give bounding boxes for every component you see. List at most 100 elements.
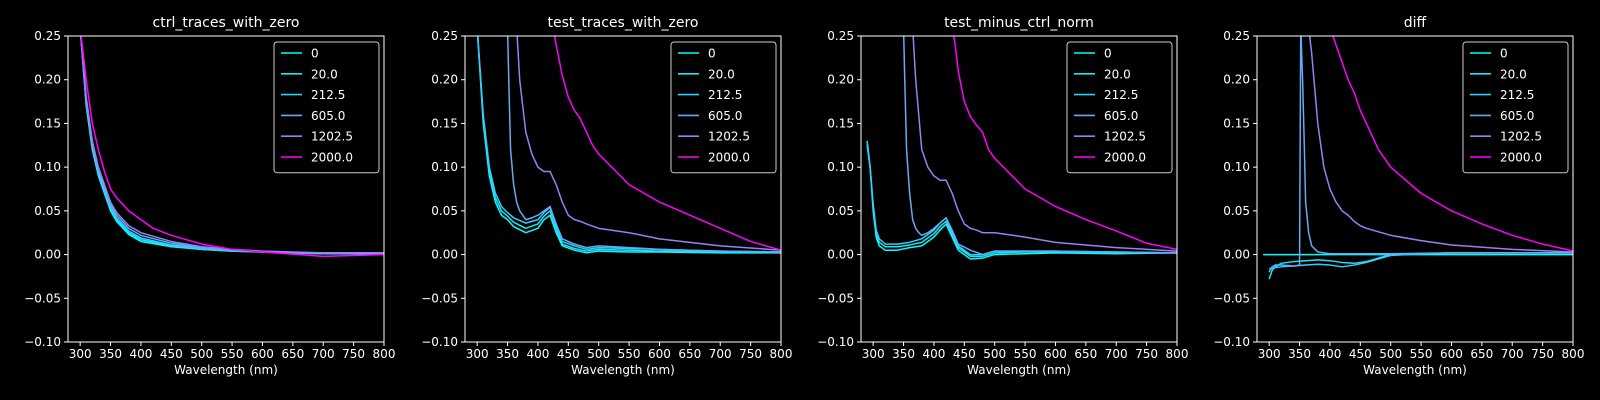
y-tick-label: 0.25 — [431, 29, 458, 43]
y-tick-label: 0.25 — [34, 29, 61, 43]
series-line-6 — [1332, 36, 1573, 252]
legend-label: 0 — [311, 47, 319, 61]
x-tick-label: 750 — [1531, 347, 1554, 361]
chart-title: test_traces_with_zero — [548, 15, 699, 31]
y-tick-label: 0.05 — [1223, 204, 1250, 218]
x-tick-label: 300 — [466, 347, 489, 361]
legend-label: 2000.0 — [708, 151, 750, 165]
series-line-5 — [912, 36, 1177, 252]
x-tick-label: 550 — [618, 347, 641, 361]
chart-frame — [1256, 35, 1574, 343]
x-tick-label: 300 — [69, 347, 92, 361]
legend: 0 20.0 212.5 605.0 1202.5 2000.0 — [273, 41, 380, 174]
x-tick-label: 500 — [983, 347, 1006, 361]
series-line-3 — [477, 36, 781, 253]
chart-frame — [860, 35, 1178, 343]
x-tick-label: 600 — [1044, 347, 1067, 361]
legend-label: 605.0 — [708, 109, 742, 123]
chart-panel-1: ctrl_traces_with_zero 300 350 400 450 500 550 6… — [24, 15, 395, 377]
y-tick-label: 0.00 — [34, 248, 61, 262]
chart-title: diff — [1404, 15, 1427, 31]
x-tick-label: 700 — [1105, 347, 1128, 361]
y-tick-label: 0.20 — [34, 73, 61, 87]
y-tick-label: −0.05 — [1213, 291, 1250, 305]
x-tick-label: 450 — [1349, 347, 1372, 361]
x-tick-label: 800 — [1562, 347, 1585, 361]
legend-box — [1462, 41, 1569, 174]
legend-label: 20.0 — [1104, 67, 1131, 81]
series-line-6 — [553, 36, 781, 251]
chart-frame — [67, 35, 385, 343]
x-axis-label: Wavelength (nm) — [174, 363, 278, 377]
legend-label: 20.0 — [311, 67, 338, 81]
x-axis-label: Wavelength (nm) — [571, 363, 675, 377]
x-tick-label: 650 — [1074, 347, 1097, 361]
legend-label: 2000.0 — [311, 151, 353, 165]
legend-label: 1202.5 — [1500, 130, 1542, 144]
y-tick-label: −0.10 — [421, 335, 458, 349]
x-axis-label: Wavelength (nm) — [1363, 363, 1467, 377]
legend-label: 605.0 — [1104, 109, 1138, 123]
x-tick-label: 700 — [312, 347, 335, 361]
legend-label: 2000.0 — [1104, 151, 1146, 165]
chart-panel-4: diff 300 350 400 450 500 550 600 650 700 750 800 0.2… — [1213, 15, 1584, 377]
y-tick-label: 0.20 — [1223, 73, 1250, 87]
legend-label: 1202.5 — [311, 130, 353, 144]
legend-label: 0 — [1500, 47, 1508, 61]
legend-label: 0 — [1104, 47, 1112, 61]
y-tick-label: −0.10 — [24, 335, 61, 349]
x-tick-label: 800 — [373, 347, 396, 361]
y-tick-label: 0.00 — [431, 248, 458, 262]
series-line-6 — [952, 36, 1177, 251]
y-tick-label: 0.10 — [1223, 160, 1250, 174]
x-tick-label: 700 — [709, 347, 732, 361]
legend-label: 212.5 — [708, 88, 742, 102]
chart-series-group — [866, 36, 1177, 260]
y-tick-label: −0.05 — [24, 291, 61, 305]
x-tick-label: 350 — [99, 347, 122, 361]
y-tick-label: 0.20 — [827, 73, 854, 87]
x-tick-label: 450 — [160, 347, 183, 361]
y-tick-label: −0.05 — [421, 291, 458, 305]
x-tick-label: 550 — [221, 347, 244, 361]
y-tick-label: 0.15 — [827, 116, 854, 130]
x-tick-label: 750 — [739, 347, 762, 361]
series-line-4 — [902, 36, 1177, 256]
y-tick-label: 0.15 — [431, 116, 458, 130]
x-tick-label: 400 — [129, 347, 152, 361]
x-tick-label: 500 — [587, 347, 610, 361]
y-tick-label: 0.15 — [34, 116, 61, 130]
x-tick-label: 600 — [1440, 347, 1463, 361]
x-tick-label: 400 — [526, 347, 549, 361]
legend-box — [670, 41, 777, 174]
x-tick-label: 550 — [1410, 347, 1433, 361]
x-axis-label: Wavelength (nm) — [967, 363, 1071, 377]
x-tick-label: 400 — [1318, 347, 1341, 361]
legend-label: 212.5 — [1500, 88, 1534, 102]
x-tick-label: 700 — [1501, 347, 1524, 361]
chart-panel-3: test_minus_ctrl_norm 300 350 400 450 500 550 60… — [817, 15, 1188, 377]
x-tick-label: 800 — [770, 347, 793, 361]
series-line-5 — [1308, 36, 1573, 253]
y-tick-label: 0.15 — [1223, 116, 1250, 130]
legend-label: 212.5 — [311, 88, 345, 102]
legend-label: 20.0 — [708, 67, 735, 81]
legend-label: 1202.5 — [708, 130, 750, 144]
y-tick-label: 0.05 — [827, 204, 854, 218]
x-tick-label: 450 — [953, 347, 976, 361]
series-line-2 — [476, 36, 781, 254]
x-tick-label: 750 — [342, 347, 365, 361]
x-tick-label: 500 — [1379, 347, 1402, 361]
y-tick-label: 0.10 — [827, 160, 854, 174]
x-tick-label: 500 — [190, 347, 213, 361]
y-tick-label: 0.25 — [1223, 29, 1250, 43]
y-tick-label: 0.05 — [431, 204, 458, 218]
series-line-4 — [1269, 36, 1573, 270]
x-tick-label: 550 — [1014, 347, 1037, 361]
y-tick-label: 0.05 — [34, 204, 61, 218]
y-tick-label: −0.10 — [1213, 335, 1250, 349]
series-line-4 — [506, 36, 781, 253]
x-tick-label: 800 — [1166, 347, 1189, 361]
legend-box — [273, 41, 380, 174]
